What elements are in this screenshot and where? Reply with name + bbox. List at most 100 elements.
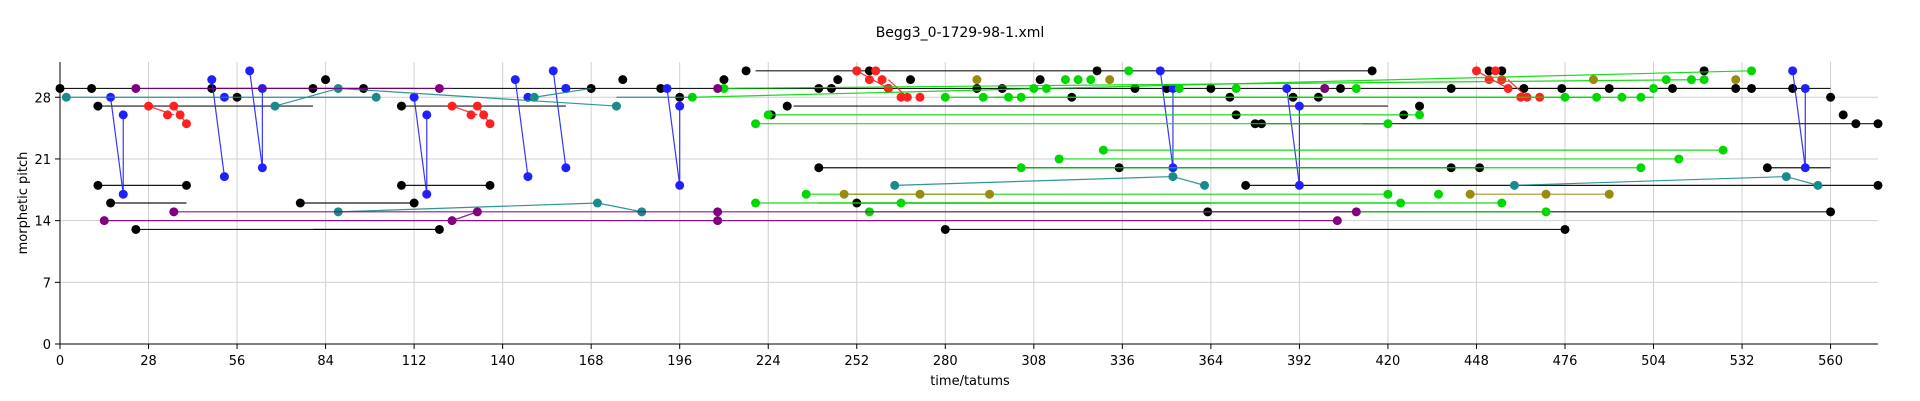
note-link-line bbox=[894, 175, 1173, 186]
note-point bbox=[972, 83, 982, 93]
note-point bbox=[1396, 198, 1406, 208]
note-link-line bbox=[666, 88, 681, 186]
note-point bbox=[713, 216, 723, 226]
note-point bbox=[1206, 83, 1216, 93]
note-point bbox=[1004, 92, 1014, 102]
note-point bbox=[1465, 189, 1475, 199]
note-point bbox=[782, 101, 792, 111]
note-point bbox=[662, 83, 672, 93]
note-point bbox=[814, 83, 824, 93]
note-link-line bbox=[534, 87, 592, 98]
note-point bbox=[561, 83, 571, 93]
y-tick-label: 7 bbox=[43, 276, 51, 291]
note-point bbox=[529, 92, 539, 102]
note-point bbox=[763, 110, 773, 120]
chart-title: Begg3_0-1729-98-1.xml bbox=[876, 25, 1045, 41]
note-point bbox=[1851, 119, 1861, 129]
note-point bbox=[1617, 92, 1627, 102]
note-point bbox=[270, 101, 280, 111]
note-point bbox=[1332, 216, 1342, 226]
note-point bbox=[915, 92, 925, 102]
note-point bbox=[713, 207, 723, 217]
note-point bbox=[485, 119, 495, 129]
note-point bbox=[1541, 189, 1551, 199]
note-point bbox=[741, 66, 751, 76]
note-point bbox=[940, 92, 950, 102]
note-point bbox=[1636, 163, 1646, 173]
note-point bbox=[1446, 83, 1456, 93]
note-point bbox=[1826, 92, 1836, 102]
note-point bbox=[902, 92, 912, 102]
note-point bbox=[510, 75, 520, 85]
note-point bbox=[1588, 75, 1598, 85]
note-link-line bbox=[211, 79, 226, 177]
note-point bbox=[1826, 207, 1836, 217]
note-point bbox=[1054, 154, 1064, 164]
note-point bbox=[1718, 145, 1728, 155]
note-point bbox=[719, 75, 729, 85]
note-point bbox=[1168, 83, 1178, 93]
note-point bbox=[1699, 66, 1709, 76]
note-point bbox=[1636, 92, 1646, 102]
note-point bbox=[181, 119, 191, 129]
note-point bbox=[1174, 83, 1184, 93]
y-tick-label: 0 bbox=[43, 338, 51, 353]
note-point bbox=[219, 172, 229, 182]
note-point bbox=[99, 216, 109, 226]
y-tick-label: 14 bbox=[34, 215, 51, 230]
x-tick-label: 168 bbox=[579, 354, 604, 369]
note-point bbox=[561, 163, 571, 173]
note-point bbox=[852, 66, 862, 76]
note-point bbox=[1747, 66, 1757, 76]
note-point bbox=[1762, 163, 1772, 173]
note-link-line bbox=[552, 70, 567, 168]
x-tick-label: 224 bbox=[756, 354, 781, 369]
note-point bbox=[321, 75, 331, 85]
note-point bbox=[131, 224, 141, 234]
note-point bbox=[1873, 180, 1883, 190]
note-point bbox=[1592, 92, 1602, 102]
note-point bbox=[611, 101, 621, 111]
x-tick-label: 308 bbox=[1021, 354, 1046, 369]
note-point bbox=[1351, 207, 1361, 217]
note-point bbox=[93, 101, 103, 111]
note-point bbox=[871, 66, 881, 76]
note-point bbox=[618, 75, 628, 85]
axes bbox=[59, 62, 1878, 345]
note-point bbox=[245, 66, 255, 76]
note-point bbox=[915, 189, 925, 199]
note-point bbox=[906, 75, 916, 85]
x-tick-label: 504 bbox=[1641, 354, 1666, 369]
series-6 bbox=[839, 75, 1741, 199]
x-tick-label: 420 bbox=[1376, 354, 1401, 369]
note-point bbox=[396, 101, 406, 111]
note-point bbox=[1873, 119, 1883, 129]
note-point bbox=[1320, 83, 1330, 93]
note-point bbox=[997, 83, 1007, 93]
note-point bbox=[675, 101, 685, 111]
note-point bbox=[1092, 66, 1102, 76]
note-point bbox=[1604, 83, 1614, 93]
note-point bbox=[1016, 163, 1026, 173]
x-tick-label: 336 bbox=[1110, 354, 1135, 369]
note-point bbox=[1800, 163, 1810, 173]
note-point bbox=[523, 92, 533, 102]
note-point bbox=[1029, 83, 1039, 93]
note-link-line bbox=[1792, 70, 1806, 168]
x-tick-label: 252 bbox=[844, 354, 869, 369]
note-point bbox=[751, 198, 761, 208]
note-point bbox=[485, 180, 495, 190]
note-point bbox=[883, 83, 893, 93]
note-point bbox=[131, 83, 141, 93]
note-point bbox=[592, 198, 602, 208]
note-point bbox=[1231, 83, 1241, 93]
note-point bbox=[434, 224, 444, 234]
note-point bbox=[1838, 110, 1848, 120]
y-axis-label: morphetic pitch bbox=[16, 152, 31, 255]
note-link-line bbox=[338, 87, 617, 107]
note-link-line bbox=[1514, 175, 1787, 186]
note-point bbox=[1294, 180, 1304, 190]
note-point bbox=[940, 224, 950, 234]
note-point bbox=[1484, 75, 1494, 85]
note-point bbox=[447, 101, 457, 111]
